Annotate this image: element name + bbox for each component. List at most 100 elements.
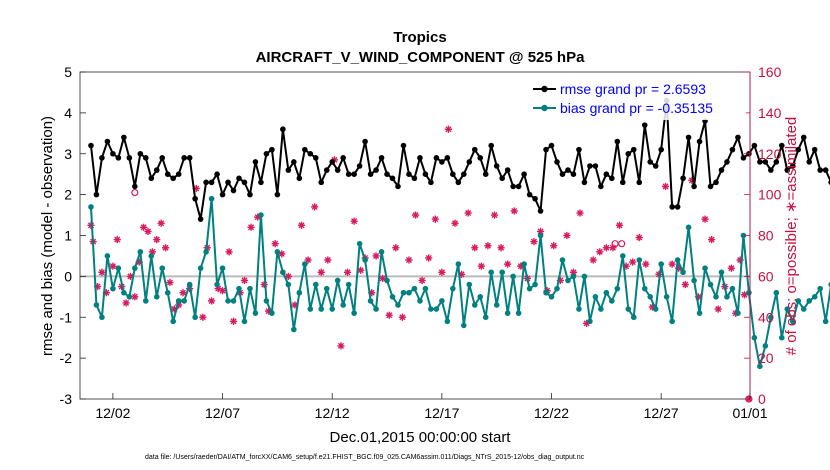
rmse-point	[378, 155, 385, 161]
assimilated-obs-marker	[337, 342, 345, 350]
rmse-point	[362, 138, 368, 145]
assimilated-obs-marker	[131, 293, 139, 301]
rmse-point	[417, 155, 423, 161]
rmse-point	[258, 179, 264, 186]
assimilated-obs-marker	[438, 268, 446, 276]
assimilated-obs-marker	[464, 209, 472, 217]
bias-point	[439, 298, 445, 304]
rmse-point	[784, 167, 791, 173]
rmse-point	[384, 171, 390, 177]
bias-point	[362, 257, 368, 263]
bias-point	[367, 298, 374, 304]
rmse-point	[636, 179, 643, 186]
assimilated-obs-marker	[596, 248, 604, 256]
rmse-point	[652, 163, 659, 169]
bias-point	[488, 269, 495, 276]
bias-point	[137, 249, 144, 255]
rmse-point	[291, 159, 297, 165]
rmse-point	[411, 175, 418, 182]
bias-point	[400, 289, 407, 296]
x-tick-label: 12/27	[644, 405, 679, 421]
bias-point	[88, 204, 94, 210]
bias-point	[428, 306, 434, 312]
bias-point	[822, 318, 829, 325]
bias-point	[685, 224, 692, 231]
bias-point	[559, 257, 566, 263]
right-axis-ticks: 0 20 40 60 80 100 120 140 160	[744, 64, 782, 407]
assimilated-obs-marker	[229, 317, 238, 325]
rmse-point	[323, 167, 330, 173]
bias-point	[521, 261, 527, 267]
rmse-point	[768, 167, 774, 173]
assimilated-obs-marker	[490, 211, 499, 219]
rmse-point	[208, 179, 215, 186]
bias-point	[658, 261, 664, 267]
rmse-point	[373, 167, 379, 173]
rmse-point	[493, 163, 500, 169]
rmse-point	[724, 159, 730, 165]
rmse-point	[88, 142, 94, 149]
rmse-point	[175, 171, 182, 177]
bias-point	[247, 285, 253, 292]
rmse-point	[285, 167, 292, 173]
assimilated-obs-marker	[199, 313, 207, 321]
bias-point	[576, 306, 582, 312]
rmse-point	[603, 171, 610, 177]
assimilated-obs-marker	[304, 256, 312, 264]
rmse-point	[219, 191, 226, 198]
assimilated-obs-marker	[635, 233, 643, 242]
bias-point	[307, 306, 314, 312]
assimilated-obs-marker	[218, 287, 227, 295]
bias-point	[696, 310, 703, 316]
assimilated-obs-marker	[357, 266, 365, 274]
rmse-point	[269, 146, 275, 153]
bias-point	[450, 285, 456, 292]
assimilated-obs-marker	[510, 207, 518, 215]
assimilated-obs-marker	[550, 242, 558, 250]
rmse-point	[159, 155, 166, 161]
bias-point	[515, 310, 522, 316]
plot-area	[80, 72, 750, 399]
rmse-point	[356, 163, 363, 169]
rmse-point	[680, 175, 686, 182]
bias-point	[236, 285, 242, 292]
bias-point	[389, 294, 396, 300]
rmse-point	[236, 175, 242, 182]
bias-point	[433, 306, 440, 312]
bias-point	[784, 306, 791, 312]
rmse-point	[789, 163, 796, 169]
bias-point	[526, 285, 533, 292]
bias-point	[718, 269, 725, 276]
bias-point	[789, 318, 796, 325]
rmse-point	[504, 167, 511, 173]
rmse-point	[515, 183, 522, 190]
assimilated-obs-marker	[411, 211, 420, 219]
rmse-point	[565, 167, 571, 173]
rmse-point	[740, 155, 747, 161]
assimilated-obs-marker	[504, 260, 512, 268]
bias-point	[252, 310, 259, 316]
rmse-point	[685, 134, 692, 141]
rmse-point	[581, 179, 588, 186]
bias-point	[735, 310, 741, 316]
bias-point	[291, 326, 297, 333]
assimilated-obs-marker	[563, 231, 571, 240]
assimilated-obs-marker	[629, 258, 637, 266]
y2-tick-label: 40	[758, 309, 774, 325]
legend-bias-marker	[541, 104, 548, 112]
rmse-point	[395, 183, 401, 190]
rmse-point	[630, 146, 637, 153]
bias-point	[132, 265, 138, 272]
rmse-point	[576, 146, 582, 153]
chart-title: Tropics	[393, 29, 446, 46]
bias-point	[471, 302, 478, 308]
rmse-point	[104, 138, 111, 145]
rmse-point	[439, 159, 445, 165]
rmse-point	[126, 155, 133, 161]
rmse-point	[707, 183, 714, 190]
assimilated-obs-marker	[477, 262, 485, 270]
assimilated-obs-marker	[418, 276, 426, 285]
rmse-point	[444, 155, 451, 161]
rmse-point	[99, 155, 105, 161]
assimilated-obs-marker	[398, 313, 406, 321]
